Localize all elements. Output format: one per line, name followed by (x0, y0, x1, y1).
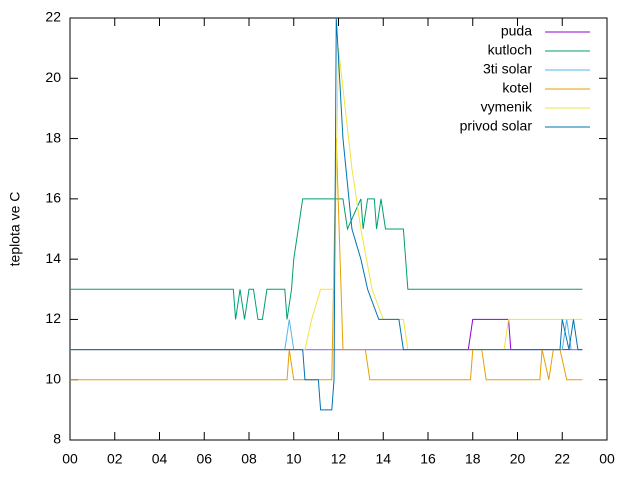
y-tick-label: 12 (45, 310, 61, 326)
x-tick-label: 04 (152, 451, 168, 467)
y-tick-label: 22 (45, 9, 61, 25)
y-tick-label: 18 (45, 129, 61, 145)
series-line (70, 17, 583, 411)
legend-label: kotel (502, 80, 532, 96)
x-tick-label: 06 (196, 451, 212, 467)
x-tick-label: 02 (107, 451, 123, 467)
y-tick-label: 20 (45, 69, 61, 85)
legend-label: kutloch (488, 42, 532, 58)
x-tick-label: 00 (62, 451, 78, 467)
x-tick-label: 10 (286, 451, 302, 467)
series-line (70, 138, 583, 381)
x-tick-label: 22 (554, 451, 570, 467)
y-tick-label: 14 (45, 250, 61, 266)
series-line (70, 198, 583, 320)
series-line (70, 318, 583, 351)
y-tick-label: 10 (45, 370, 61, 386)
x-tick-label: 08 (241, 451, 257, 467)
legend-label: vymenik (481, 99, 533, 115)
legend-label: puda (501, 23, 532, 39)
x-tick-label: 00 (599, 451, 615, 467)
x-tick-label: 12 (331, 451, 347, 467)
y-axis-label: teplota ve C (7, 192, 23, 267)
y-tick-label: 8 (53, 431, 61, 447)
x-tick-label: 14 (375, 451, 391, 467)
series-line (70, 319, 583, 351)
legend-label: 3ti solar (483, 61, 532, 77)
x-tick-label: 18 (465, 451, 481, 467)
x-tick-label: 20 (510, 451, 526, 467)
y-tick-label: 16 (45, 190, 61, 206)
x-tick-label: 16 (420, 451, 436, 467)
legend-label: privod solar (460, 118, 533, 134)
